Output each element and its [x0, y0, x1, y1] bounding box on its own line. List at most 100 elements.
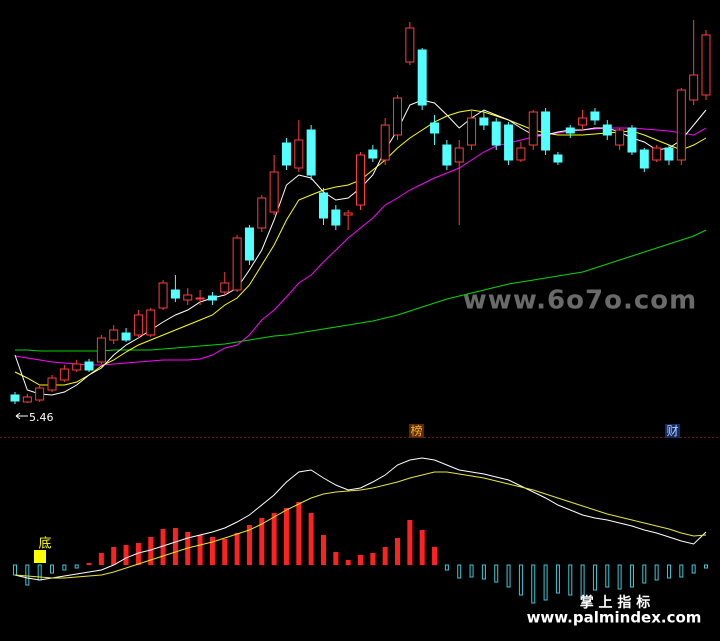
candle-body: [331, 209, 341, 226]
low-arrow-head: [15, 412, 21, 420]
macd-bar: [432, 547, 438, 565]
candle-body: [318, 192, 328, 219]
macd-bar: [543, 564, 548, 601]
candle-body: [689, 74, 699, 101]
macd-bar: [271, 513, 277, 565]
macd-bar: [666, 564, 671, 579]
candle-body: [195, 297, 205, 300]
macd-bar: [234, 533, 240, 565]
candle-body: [306, 129, 316, 176]
candle-body: [430, 122, 440, 134]
macd-bar: [605, 564, 610, 588]
candle-body: [121, 332, 131, 341]
candle-body: [281, 142, 291, 166]
annotation: 财: [666, 424, 678, 438]
candle-body: [84, 361, 94, 371]
candle-body: [183, 294, 193, 301]
macd-bar: [642, 564, 647, 584]
candle-body: [343, 212, 353, 216]
candle-body: [565, 127, 575, 134]
annotation-box: [409, 424, 424, 438]
candle-body: [454, 147, 464, 163]
candle-body: [146, 309, 156, 336]
candle-body: [244, 227, 254, 261]
candle-body: [35, 387, 45, 401]
macd-bar: [395, 538, 401, 565]
macd-bar: [62, 564, 67, 571]
candle-body: [109, 329, 119, 341]
macd-bar: [457, 564, 462, 579]
candle-body: [417, 49, 427, 106]
candle-body: [96, 337, 106, 363]
macd-bar: [531, 564, 536, 604]
macd-bar: [345, 560, 351, 565]
candle-body: [676, 89, 686, 161]
macd-bar: [419, 530, 425, 565]
candle-body: [664, 147, 674, 161]
macd-bar: [74, 564, 79, 569]
candle-body: [701, 34, 711, 96]
macd-bar: [580, 564, 585, 599]
candle-body: [479, 117, 489, 126]
macd-bar: [555, 564, 560, 594]
macd-bar: [654, 564, 659, 581]
macd-bar: [123, 545, 129, 565]
candle-body: [356, 154, 365, 206]
macd-bar: [494, 564, 499, 583]
macd-bar: [629, 564, 634, 588]
macd-bar: [568, 564, 573, 596]
macd-bar: [617, 564, 622, 590]
candle-body: [442, 144, 452, 166]
macd-bar: [382, 547, 388, 565]
macd-bar: [704, 564, 708, 569]
watermark-site: www.6o7o.com: [463, 286, 697, 316]
candle-body: [257, 197, 267, 229]
macd-bar: [160, 529, 166, 565]
candle-body: [590, 111, 600, 121]
macd-bar: [259, 518, 265, 565]
macd-bar: [506, 564, 511, 588]
macd-panel: [13, 457, 708, 604]
macd-bar: [370, 553, 376, 565]
annotation-box: [665, 424, 680, 438]
macd-bar: [691, 564, 696, 574]
macd-bar: [209, 537, 215, 565]
brand-url: www.palmindex.com: [527, 609, 702, 627]
candle-body: [504, 124, 514, 161]
macd-bar: [222, 539, 228, 565]
candle-body: [158, 282, 168, 309]
candle-body: [269, 171, 279, 213]
candle-body: [602, 124, 612, 136]
macd-bar: [246, 525, 252, 565]
macd-bar: [358, 555, 363, 565]
macd-bar: [50, 564, 55, 574]
macd-bar: [296, 502, 302, 565]
macd-bar: [98, 553, 104, 565]
candle-body: [615, 129, 625, 146]
annotation: 榜: [410, 423, 422, 438]
macd-bar: [679, 564, 684, 578]
macd-bar: [407, 520, 413, 565]
candle-body: [491, 121, 501, 146]
macd-bar: [135, 543, 141, 565]
macd-bar: [283, 508, 289, 565]
macd-bar: [592, 564, 597, 591]
candle-body: [133, 314, 143, 336]
candle-body: [541, 111, 551, 151]
macd-bar: [444, 564, 449, 571]
candle-body: [553, 154, 563, 163]
macd-bar: [481, 564, 486, 580]
macd-bar: [25, 564, 30, 586]
low-label: 5.46: [29, 411, 54, 424]
candle-body: [652, 147, 662, 161]
macd-bar: [320, 535, 326, 565]
macd-bar: [172, 528, 178, 565]
candle-body: [467, 117, 477, 146]
candle-body: [72, 363, 82, 371]
candle-body: [207, 295, 217, 301]
macd-bar: [86, 563, 92, 565]
signal-marker: [34, 550, 46, 563]
candle-body: [380, 124, 390, 161]
